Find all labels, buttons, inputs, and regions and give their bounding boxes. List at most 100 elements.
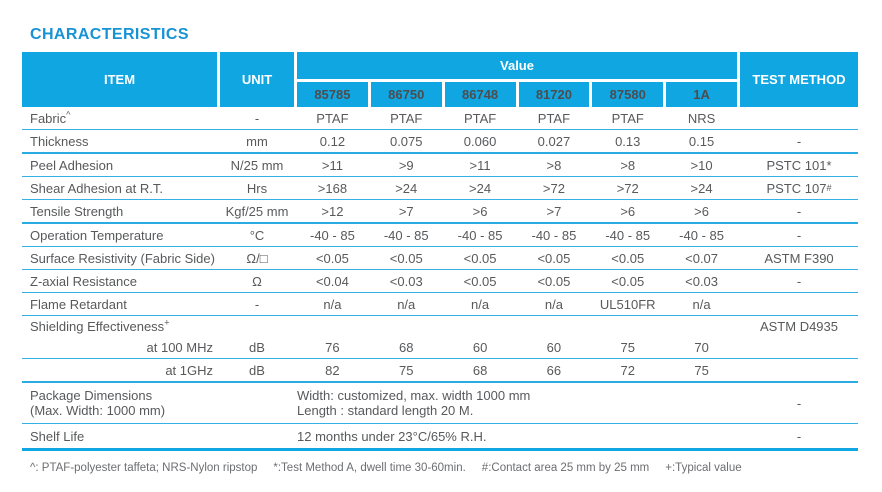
row-value-span-line1: 12 months under 23°C/65% R.H. [297, 428, 487, 444]
footnote-test-method-a: *:Test Method A, dwell time 30-60min. [273, 462, 466, 474]
row-value: >72 [542, 180, 565, 196]
column-header-unit: UNIT [220, 52, 294, 107]
row-unit: N/25 mm [230, 157, 284, 173]
row-item-text: Peel Adhesion [30, 157, 114, 173]
row-item-label: Surface Resistivity (Fabric Side) [30, 251, 215, 266]
row-item-text: Operation Temperature [30, 227, 164, 243]
row-unit: - [254, 296, 260, 312]
row-value: 60 [546, 339, 562, 355]
row-item-cell: Operation Temperature [22, 228, 217, 243]
column-header-code-86750: 86750 [370, 82, 442, 107]
row-test-method-text: ASTM F390 [764, 250, 834, 266]
row-item-cell: at 100 MHz [22, 340, 217, 355]
row-value: <0.05 [537, 273, 571, 289]
row-test-method: - [740, 396, 858, 411]
row-test-method: ASTM F390 [740, 251, 858, 266]
row-item-label: Operation Temperature [30, 228, 163, 243]
row-value: <0.04 [315, 273, 349, 289]
row-item-cell: Flame Retardant [22, 297, 217, 312]
footnote-typical-value: +:Typical value [665, 462, 742, 474]
row-item-text: Shear Adhesion at R.T. [30, 180, 163, 196]
row-item-label: Thickness [30, 134, 89, 149]
row-item-cell: Z-axial Resistance [22, 274, 217, 289]
row-test-method: - [740, 274, 858, 289]
row-item-text: Z-axial Resistance [30, 273, 137, 289]
row-test-method-text: ASTM D4935 [759, 318, 839, 334]
table-row: Shelf Life 12 months under 23°C/65% R.H. - [22, 424, 858, 451]
row-value: >24 [469, 180, 492, 196]
table-row: at 1GHz dB 82 75 68 66 72 75 [22, 359, 858, 383]
row-item-text: Shelf Life [30, 428, 85, 444]
row-item-label: at 100 MHz [147, 340, 213, 355]
row-value: 66 [546, 362, 562, 378]
row-test-method: ASTM D4935 [740, 319, 858, 334]
footnote-fabric-legend: ^: PTAF-polyester taffeta; NRS-Nylon rip… [30, 462, 258, 474]
row-test-method-text: - [796, 133, 802, 149]
row-value: <0.05 [537, 250, 571, 266]
row-test-method: - [740, 134, 858, 149]
row-item-label: Shielding Effectiveness+ [30, 318, 169, 334]
row-item-cell: Thickness [22, 134, 217, 149]
row-test-method-text: - [796, 203, 802, 219]
row-value: <0.05 [463, 250, 497, 266]
row-item-cell: at 1GHz [22, 363, 217, 378]
row-unit: Ω/□ [246, 250, 268, 266]
row-item-label-line2: (Max. Width: 1000 mm) [30, 403, 166, 418]
row-value: 0.075 [389, 133, 423, 149]
row-item-cell: Package Dimensions (Max. Width: 1000 mm) [22, 388, 217, 418]
row-value: 0.027 [537, 133, 571, 149]
row-value: >168 [317, 180, 348, 196]
row-value: 75 [694, 362, 709, 378]
table-row: Tensile Strength Kgf/25 mm >12 >7 >6 >7 >6 >6 - [22, 200, 858, 224]
row-item-cell: Fabric^ [22, 110, 217, 126]
row-value: >24 [395, 180, 418, 196]
row-value-span-line2: Length : standard length 20 M. [297, 403, 474, 418]
row-unit: Hrs [246, 180, 268, 196]
row-item-text: Package Dimensions [30, 388, 153, 403]
row-value: -40 - 85 [457, 227, 503, 243]
row-value: <0.05 [611, 250, 645, 266]
row-value-span: Width: customized, max. width 1000 mm Len… [297, 388, 737, 418]
row-item-text: Flame Retardant [30, 296, 127, 312]
row-value: 68 [399, 339, 414, 355]
row-value: -40 - 85 [605, 227, 651, 243]
row-value: >10 [690, 157, 713, 173]
row-value: 0.13 [615, 133, 641, 149]
row-value: 70 [694, 339, 709, 355]
row-test-method-text: PSTC 101* [766, 157, 832, 173]
row-value: >24 [690, 180, 713, 196]
row-unit: Kgf/25 mm [225, 203, 289, 219]
row-unit: Ω [252, 273, 262, 289]
column-header-value: Value [297, 52, 737, 79]
row-item-text: Fabric [30, 110, 67, 126]
row-test-method-text: PSTC 107 [766, 180, 827, 196]
row-value: -40 - 85 [310, 227, 355, 243]
row-test-method-text: - [796, 273, 802, 289]
row-item-cell: Tensile Strength [22, 204, 217, 219]
row-unit: dB [249, 362, 265, 378]
footnote-contact-area: #:Contact area 25 mm by 25 mm [481, 462, 650, 474]
row-value: 0.15 [688, 133, 715, 149]
row-value: PTAF [537, 110, 571, 126]
table-row: Operation Temperature °C -40 - 85 -40 - 85 -… [22, 224, 858, 247]
row-value: <0.05 [315, 250, 349, 266]
row-value: n/a [544, 296, 563, 312]
row-value: PTAF [611, 110, 644, 126]
row-value: PTAF [390, 110, 423, 126]
row-test-method-text: - [796, 428, 802, 444]
row-value: 75 [620, 339, 635, 355]
row-item-label: Shelf Life [30, 429, 84, 444]
row-value: <0.05 [463, 273, 497, 289]
row-value: n/a [692, 296, 711, 312]
row-item-text: at 1GHz [165, 362, 213, 378]
row-value: >8 [620, 157, 636, 173]
table-row: Fabric^ - PTAF PTAF PTAF PTAF PTAF NRS [22, 107, 858, 130]
table-row: at 100 MHz dB 76 68 60 60 75 70 [22, 336, 858, 359]
row-item-label: Peel Adhesion [30, 158, 113, 173]
row-value: n/a [323, 296, 342, 312]
row-item-text: Thickness [30, 133, 89, 149]
column-header-test-method: TEST METHOD [740, 52, 858, 107]
row-test-method-text: - [796, 227, 802, 243]
row-item-text: Surface Resistivity (Fabric Side) [30, 250, 215, 266]
row-value: UL510FR [599, 296, 656, 312]
